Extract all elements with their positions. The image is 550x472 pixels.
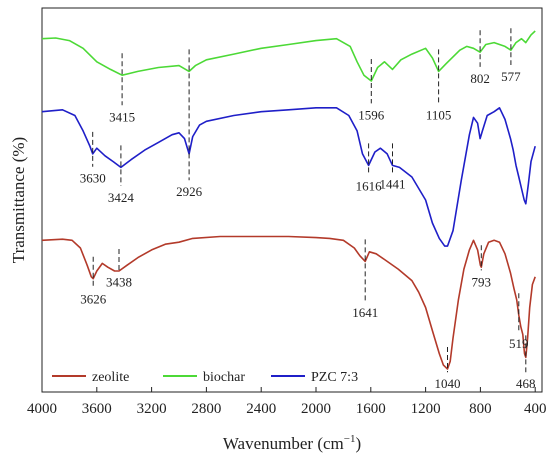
x-axis-label: Wavenumber (cm−1) [223,433,361,453]
series-line-biochar [41,30,536,82]
x-tick-label-2400: 2400 [246,401,276,417]
legend-label-pzc: PZC 7:3 [311,370,358,385]
peak-label-1596: 1596 [358,107,385,122]
peak-label-3438: 3438 [106,274,132,289]
legend-label-zeolite: zeolite [92,370,129,385]
series-line-pzc-7-3 [41,107,536,247]
peak-label-1040: 1040 [435,376,461,391]
peak-label-468: 468 [516,376,536,391]
x-tick-label-800: 800 [469,401,492,417]
peak-label-3424: 3424 [108,190,135,205]
x-tick-label-1200: 1200 [411,401,441,417]
legend-label-biochar: biochar [203,370,245,385]
x-tick-label-1600: 1600 [356,401,386,417]
x-tick-label-2000: 2000 [301,401,331,417]
series-line-zeolite [41,235,536,370]
peak-label-793: 793 [472,274,492,289]
peak-label-1641: 1641 [352,305,378,320]
peak-label-577: 577 [501,69,521,84]
peak-label-1105: 1105 [426,107,452,122]
legend: zeolite biochar PZC 7:3 [52,370,358,385]
x-tick-label-3600: 3600 [82,401,112,417]
x-tick-label-3200: 3200 [137,401,167,417]
series-lines [41,30,536,370]
peak-label-1616: 1616 [356,178,383,193]
x-tick-label-400: 400 [524,401,547,417]
x-tick-label-2800: 2800 [191,401,221,417]
peak-label-3630: 3630 [80,171,106,186]
peak-label-3415: 3415 [109,109,135,124]
peak-label-3626: 3626 [80,292,107,307]
x-axis-ticks: 4000 3600 3200 2800 2400 2000 1600 1200 800 400 [27,387,546,417]
peak-label-802: 802 [470,71,490,86]
plot-frame [41,7,543,393]
peak-label-1441: 1441 [380,177,406,192]
peak-label-519: 519 [509,336,529,351]
y-axis-label: Transmittance (%) [9,137,28,263]
x-tick-label-4000: 4000 [27,401,57,417]
peak-label-2926: 2926 [176,184,203,199]
